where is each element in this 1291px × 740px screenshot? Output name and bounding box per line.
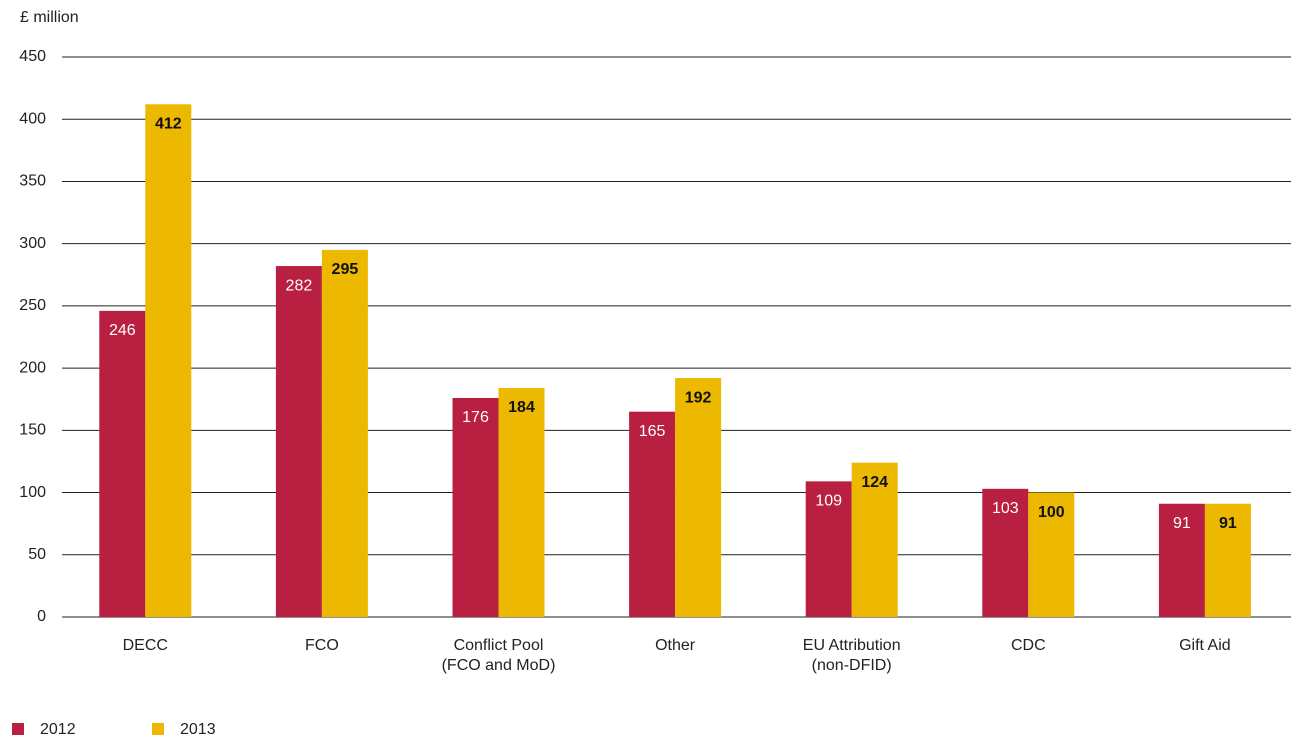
x-tick-label: Conflict Pool (FCO and MoD) xyxy=(441,637,556,674)
data-label: 100 xyxy=(1038,504,1065,521)
bar xyxy=(145,104,192,618)
y-tick-label: 400 xyxy=(19,110,46,127)
y-tick-label: 0 xyxy=(37,608,46,625)
legend-label: 2013 xyxy=(180,721,216,738)
bar xyxy=(851,462,898,617)
bar xyxy=(321,249,368,617)
data-label: 192 xyxy=(685,389,712,406)
bar xyxy=(275,266,322,617)
bar xyxy=(629,411,676,617)
y-tick-label: 150 xyxy=(19,422,46,439)
bar xyxy=(675,378,722,617)
data-label: 282 xyxy=(286,277,313,294)
legend-label: 2012 xyxy=(40,721,76,738)
data-label: 124 xyxy=(861,474,888,491)
legend-swatch xyxy=(12,723,24,735)
data-label: 165 xyxy=(639,423,666,440)
bar xyxy=(99,310,146,617)
data-label: 109 xyxy=(815,493,842,510)
data-label: 412 xyxy=(155,116,182,133)
y-tick-label: 250 xyxy=(19,297,46,314)
data-label: 176 xyxy=(462,409,489,426)
y-tick-label: 50 xyxy=(28,546,46,563)
x-tick-label: Other xyxy=(655,637,696,654)
x-tick-label: Gift Aid xyxy=(1179,637,1231,654)
x-tick-label: DECC xyxy=(122,637,168,654)
bar xyxy=(805,481,852,617)
x-tick-label: FCO xyxy=(305,637,339,654)
y-tick-label: 350 xyxy=(19,173,46,190)
y-axis-label: £ million xyxy=(20,9,79,26)
y-tick-label: 100 xyxy=(19,484,46,501)
bar xyxy=(1028,492,1075,617)
y-tick-label: 300 xyxy=(19,235,46,252)
bar xyxy=(498,388,545,617)
x-tick-label: CDC xyxy=(1010,637,1046,654)
data-label: 246 xyxy=(109,322,136,339)
bar xyxy=(1204,503,1251,617)
y-tick-label: 450 xyxy=(19,48,46,65)
data-label: 103 xyxy=(992,500,1019,517)
bar xyxy=(1158,503,1205,617)
bar xyxy=(452,397,499,617)
data-label: 91 xyxy=(1219,515,1237,532)
data-label: 91 xyxy=(1173,515,1191,532)
bar xyxy=(982,488,1029,617)
x-tick-label: EU Attribution (non-DFID) xyxy=(802,637,901,674)
data-label: 184 xyxy=(508,399,535,416)
y-tick-label: 200 xyxy=(19,359,46,376)
legend-swatch xyxy=(152,723,164,735)
data-label: 295 xyxy=(332,261,359,278)
